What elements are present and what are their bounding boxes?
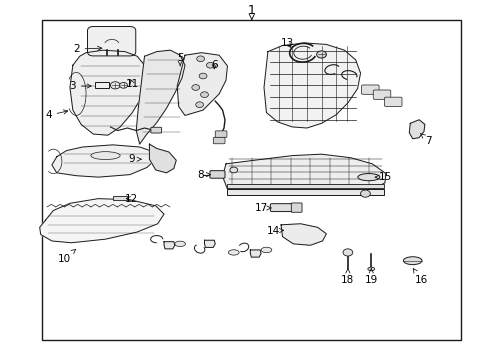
Text: 18: 18 [341, 269, 354, 285]
Polygon shape [281, 224, 326, 245]
Bar [42, 21, 461, 339]
Text: 8: 8 [197, 170, 210, 180]
Text: 12: 12 [124, 194, 138, 204]
Bar [227, 189, 384, 195]
Ellipse shape [357, 174, 379, 181]
Polygon shape [52, 145, 156, 177]
Bar [227, 184, 384, 188]
Circle shape [229, 167, 237, 173]
Text: 3: 3 [69, 81, 91, 91]
Polygon shape [163, 242, 174, 249]
FancyBboxPatch shape [209, 171, 224, 178]
FancyBboxPatch shape [291, 203, 302, 212]
Circle shape [191, 85, 199, 90]
Text: 9: 9 [128, 154, 141, 164]
Text: 10: 10 [58, 249, 76, 264]
Polygon shape [136, 50, 184, 144]
Circle shape [316, 51, 326, 58]
Ellipse shape [261, 247, 271, 253]
Text: 5: 5 [177, 53, 183, 66]
Text: 15: 15 [374, 172, 392, 182]
Bar [113, 196, 127, 201]
Circle shape [195, 102, 203, 108]
FancyBboxPatch shape [151, 127, 161, 133]
Circle shape [200, 92, 208, 98]
FancyBboxPatch shape [372, 90, 390, 99]
Text: 7: 7 [420, 134, 431, 145]
Polygon shape [222, 154, 385, 195]
Text: 4: 4 [45, 110, 68, 121]
Circle shape [110, 82, 120, 89]
FancyBboxPatch shape [270, 204, 292, 212]
Text: 19: 19 [364, 269, 377, 285]
Polygon shape [177, 53, 227, 116]
Polygon shape [70, 50, 148, 135]
Polygon shape [149, 144, 176, 173]
Circle shape [120, 82, 127, 88]
FancyBboxPatch shape [384, 97, 401, 107]
Ellipse shape [91, 152, 120, 159]
Text: 2: 2 [73, 44, 102, 54]
Circle shape [206, 62, 214, 68]
Text: 14: 14 [266, 226, 283, 236]
Polygon shape [408, 120, 424, 139]
Text: 13: 13 [280, 38, 293, 48]
Text: 11: 11 [125, 79, 139, 89]
Bar [95, 82, 109, 88]
Ellipse shape [174, 241, 185, 247]
Text: 16: 16 [412, 269, 427, 285]
Ellipse shape [403, 257, 421, 265]
Text: 1: 1 [247, 4, 255, 17]
Circle shape [196, 56, 204, 62]
Circle shape [199, 73, 206, 79]
Polygon shape [264, 43, 360, 128]
Polygon shape [40, 199, 163, 243]
FancyBboxPatch shape [361, 85, 378, 94]
Polygon shape [250, 250, 261, 257]
Polygon shape [204, 240, 215, 247]
Text: 17: 17 [254, 203, 271, 213]
Ellipse shape [228, 250, 239, 255]
Circle shape [342, 249, 352, 256]
Ellipse shape [367, 267, 374, 271]
FancyBboxPatch shape [87, 27, 136, 56]
FancyBboxPatch shape [215, 131, 226, 137]
Text: 6: 6 [210, 60, 217, 70]
FancyBboxPatch shape [213, 137, 224, 144]
Circle shape [360, 190, 369, 197]
